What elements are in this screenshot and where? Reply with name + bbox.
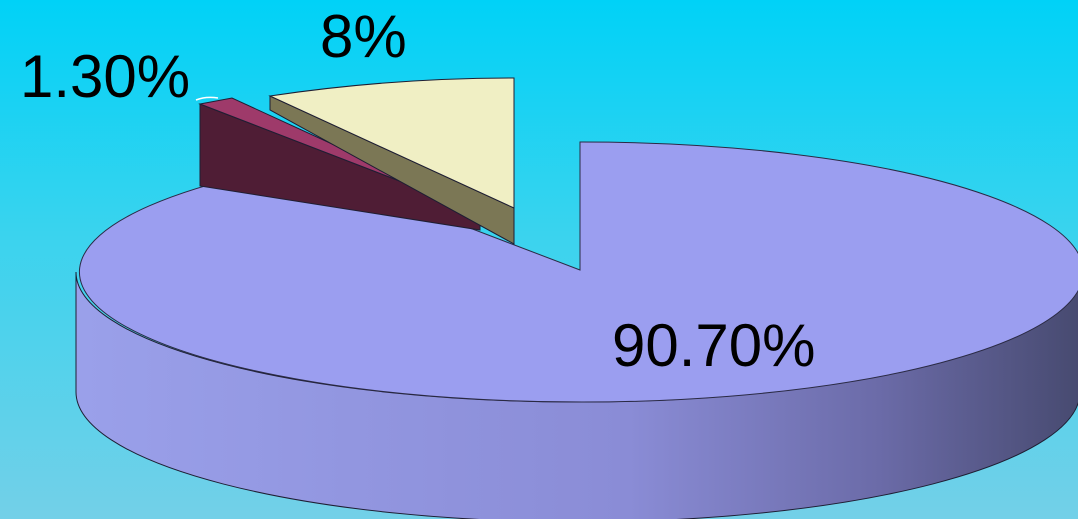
slice-label-8%: 8% bbox=[320, 3, 407, 70]
slice-label-1.30%: 1.30% bbox=[20, 43, 190, 110]
leader-line bbox=[195, 96, 219, 101]
slice-label-90.70%: 90.70% bbox=[612, 312, 816, 379]
slice-8% bbox=[268, 77, 515, 209]
slice-90.70% bbox=[79, 141, 1078, 403]
